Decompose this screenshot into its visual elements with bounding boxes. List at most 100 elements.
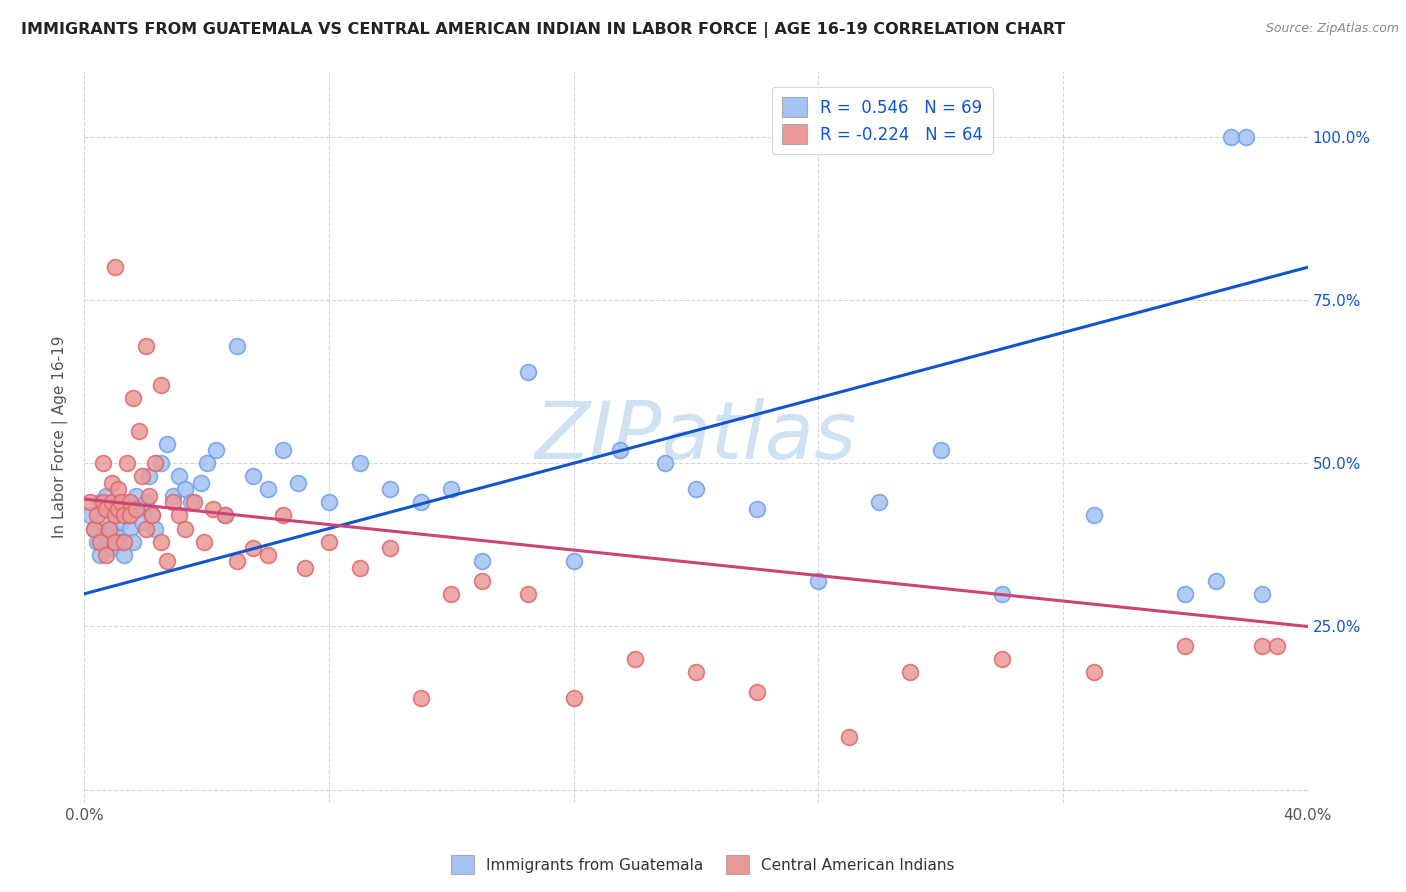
Point	[257, 548, 280, 562]
Point	[141, 508, 163, 523]
Point	[1236, 129, 1258, 144]
Point	[747, 502, 769, 516]
Point	[83, 521, 105, 535]
Point	[104, 508, 127, 523]
Point	[89, 548, 111, 562]
Point	[97, 502, 120, 516]
Point	[128, 502, 150, 516]
Point	[226, 554, 249, 568]
Point	[143, 456, 166, 470]
Point	[110, 495, 132, 509]
Point	[685, 483, 707, 497]
Point	[1205, 574, 1227, 588]
Point	[294, 560, 316, 574]
Point	[112, 495, 135, 509]
Point	[174, 521, 197, 535]
Point	[131, 515, 153, 529]
Point	[138, 469, 160, 483]
Point	[94, 489, 117, 503]
Point	[91, 502, 114, 516]
Legend: R =  0.546   N = 69, R = -0.224   N = 64: R = 0.546 N = 69, R = -0.224 N = 64	[772, 87, 994, 154]
Point	[91, 495, 114, 509]
Point	[609, 443, 631, 458]
Point	[79, 508, 101, 523]
Point	[110, 534, 132, 549]
Point	[115, 508, 138, 523]
Point	[271, 508, 294, 523]
Point	[97, 521, 120, 535]
Point	[409, 691, 432, 706]
Point	[107, 502, 129, 516]
Point	[135, 495, 157, 509]
Point	[89, 495, 111, 509]
Point	[1083, 508, 1105, 523]
Text: IMMIGRANTS FROM GUATEMALA VS CENTRAL AMERICAN INDIAN IN LABOR FORCE | AGE 16-19 : IMMIGRANTS FROM GUATEMALA VS CENTRAL AME…	[21, 22, 1066, 38]
Point	[86, 534, 108, 549]
Point	[101, 495, 124, 509]
Point	[898, 665, 921, 680]
Point	[318, 495, 340, 509]
Point	[107, 502, 129, 516]
Point	[97, 534, 120, 549]
Point	[174, 483, 197, 497]
Point	[471, 574, 494, 588]
Point	[104, 534, 127, 549]
Point	[91, 515, 114, 529]
Point	[180, 495, 202, 509]
Point	[120, 521, 142, 535]
Point	[162, 495, 184, 509]
Point	[83, 521, 105, 535]
Point	[86, 508, 108, 523]
Point	[167, 469, 190, 483]
Point	[624, 652, 647, 666]
Point	[104, 260, 127, 275]
Point	[115, 456, 138, 470]
Point	[120, 495, 142, 509]
Point	[149, 377, 172, 392]
Point	[193, 534, 215, 549]
Point	[685, 665, 707, 680]
Point	[242, 469, 264, 483]
Point	[104, 508, 127, 523]
Point	[128, 424, 150, 438]
Point	[1174, 587, 1197, 601]
Point	[94, 548, 117, 562]
Point	[516, 587, 538, 601]
Point	[440, 587, 463, 601]
Point	[271, 443, 294, 458]
Y-axis label: In Labor Force | Age 16-19: In Labor Force | Age 16-19	[52, 335, 69, 539]
Point	[1083, 665, 1105, 680]
Point	[141, 508, 163, 523]
Point	[214, 508, 236, 523]
Point	[440, 483, 463, 497]
Point	[101, 521, 124, 535]
Point	[471, 554, 494, 568]
Point	[143, 521, 166, 535]
Point	[79, 495, 101, 509]
Point	[869, 495, 891, 509]
Point	[807, 574, 830, 588]
Point	[838, 731, 860, 745]
Point	[349, 560, 371, 574]
Point	[747, 685, 769, 699]
Point	[562, 554, 585, 568]
Point	[107, 483, 129, 497]
Point	[91, 456, 114, 470]
Point	[162, 489, 184, 503]
Point	[112, 548, 135, 562]
Point	[149, 456, 172, 470]
Point	[1220, 129, 1243, 144]
Point	[1265, 639, 1288, 653]
Text: ZIPatlas: ZIPatlas	[534, 398, 858, 476]
Point	[167, 508, 190, 523]
Point	[125, 502, 148, 516]
Point	[183, 495, 205, 509]
Point	[135, 339, 157, 353]
Point	[112, 508, 135, 523]
Point	[135, 521, 157, 535]
Point	[122, 391, 145, 405]
Point	[110, 515, 132, 529]
Point	[201, 502, 224, 516]
Point	[242, 541, 264, 555]
Point	[101, 475, 124, 490]
